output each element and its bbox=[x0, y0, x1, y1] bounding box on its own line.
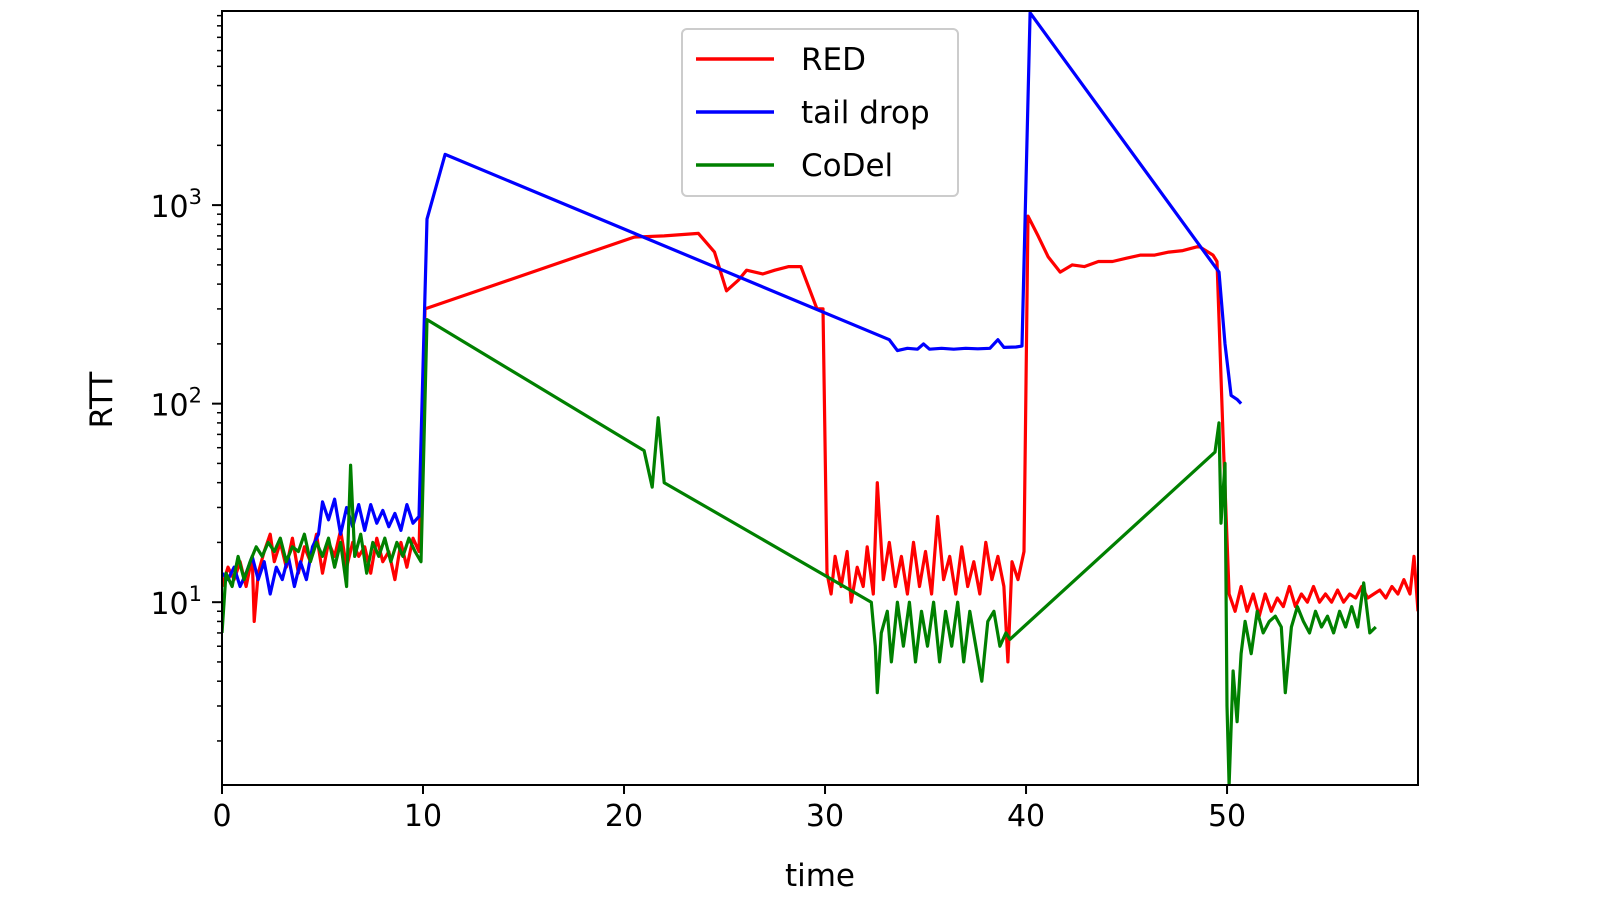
series-layer bbox=[222, 11, 1418, 785]
series-line-tail-drop bbox=[222, 11, 1243, 596]
x-tick-label: 20 bbox=[605, 799, 643, 834]
legend-box bbox=[681, 28, 959, 197]
y-tick-label: 102 bbox=[150, 384, 202, 424]
legend-label: RED bbox=[801, 42, 866, 78]
x-axis-label: time bbox=[785, 858, 855, 894]
legend-label: tail drop bbox=[801, 95, 930, 131]
legend: RED tail drop CoDel bbox=[681, 28, 959, 197]
x-tick-label: 40 bbox=[1007, 799, 1045, 834]
x-tick-label: 0 bbox=[212, 799, 231, 834]
x-tick-label: 30 bbox=[806, 799, 844, 834]
plot-frame bbox=[221, 10, 1419, 786]
x-tick-label: 10 bbox=[404, 799, 442, 834]
y-tick-label: 101 bbox=[150, 582, 202, 622]
y-axis-ticks: 101 102 103 bbox=[150, 185, 222, 622]
y-tick-label: 103 bbox=[150, 185, 202, 225]
legend-label: CoDel bbox=[801, 148, 893, 184]
x-axis-ticks: 0 10 20 30 40 50 bbox=[212, 785, 1246, 834]
x-tick-label: 50 bbox=[1208, 799, 1246, 834]
y-axis-label: RTT bbox=[84, 371, 120, 429]
series-line-codel bbox=[222, 318, 1377, 785]
y-minor-ticks bbox=[217, 14, 222, 742]
